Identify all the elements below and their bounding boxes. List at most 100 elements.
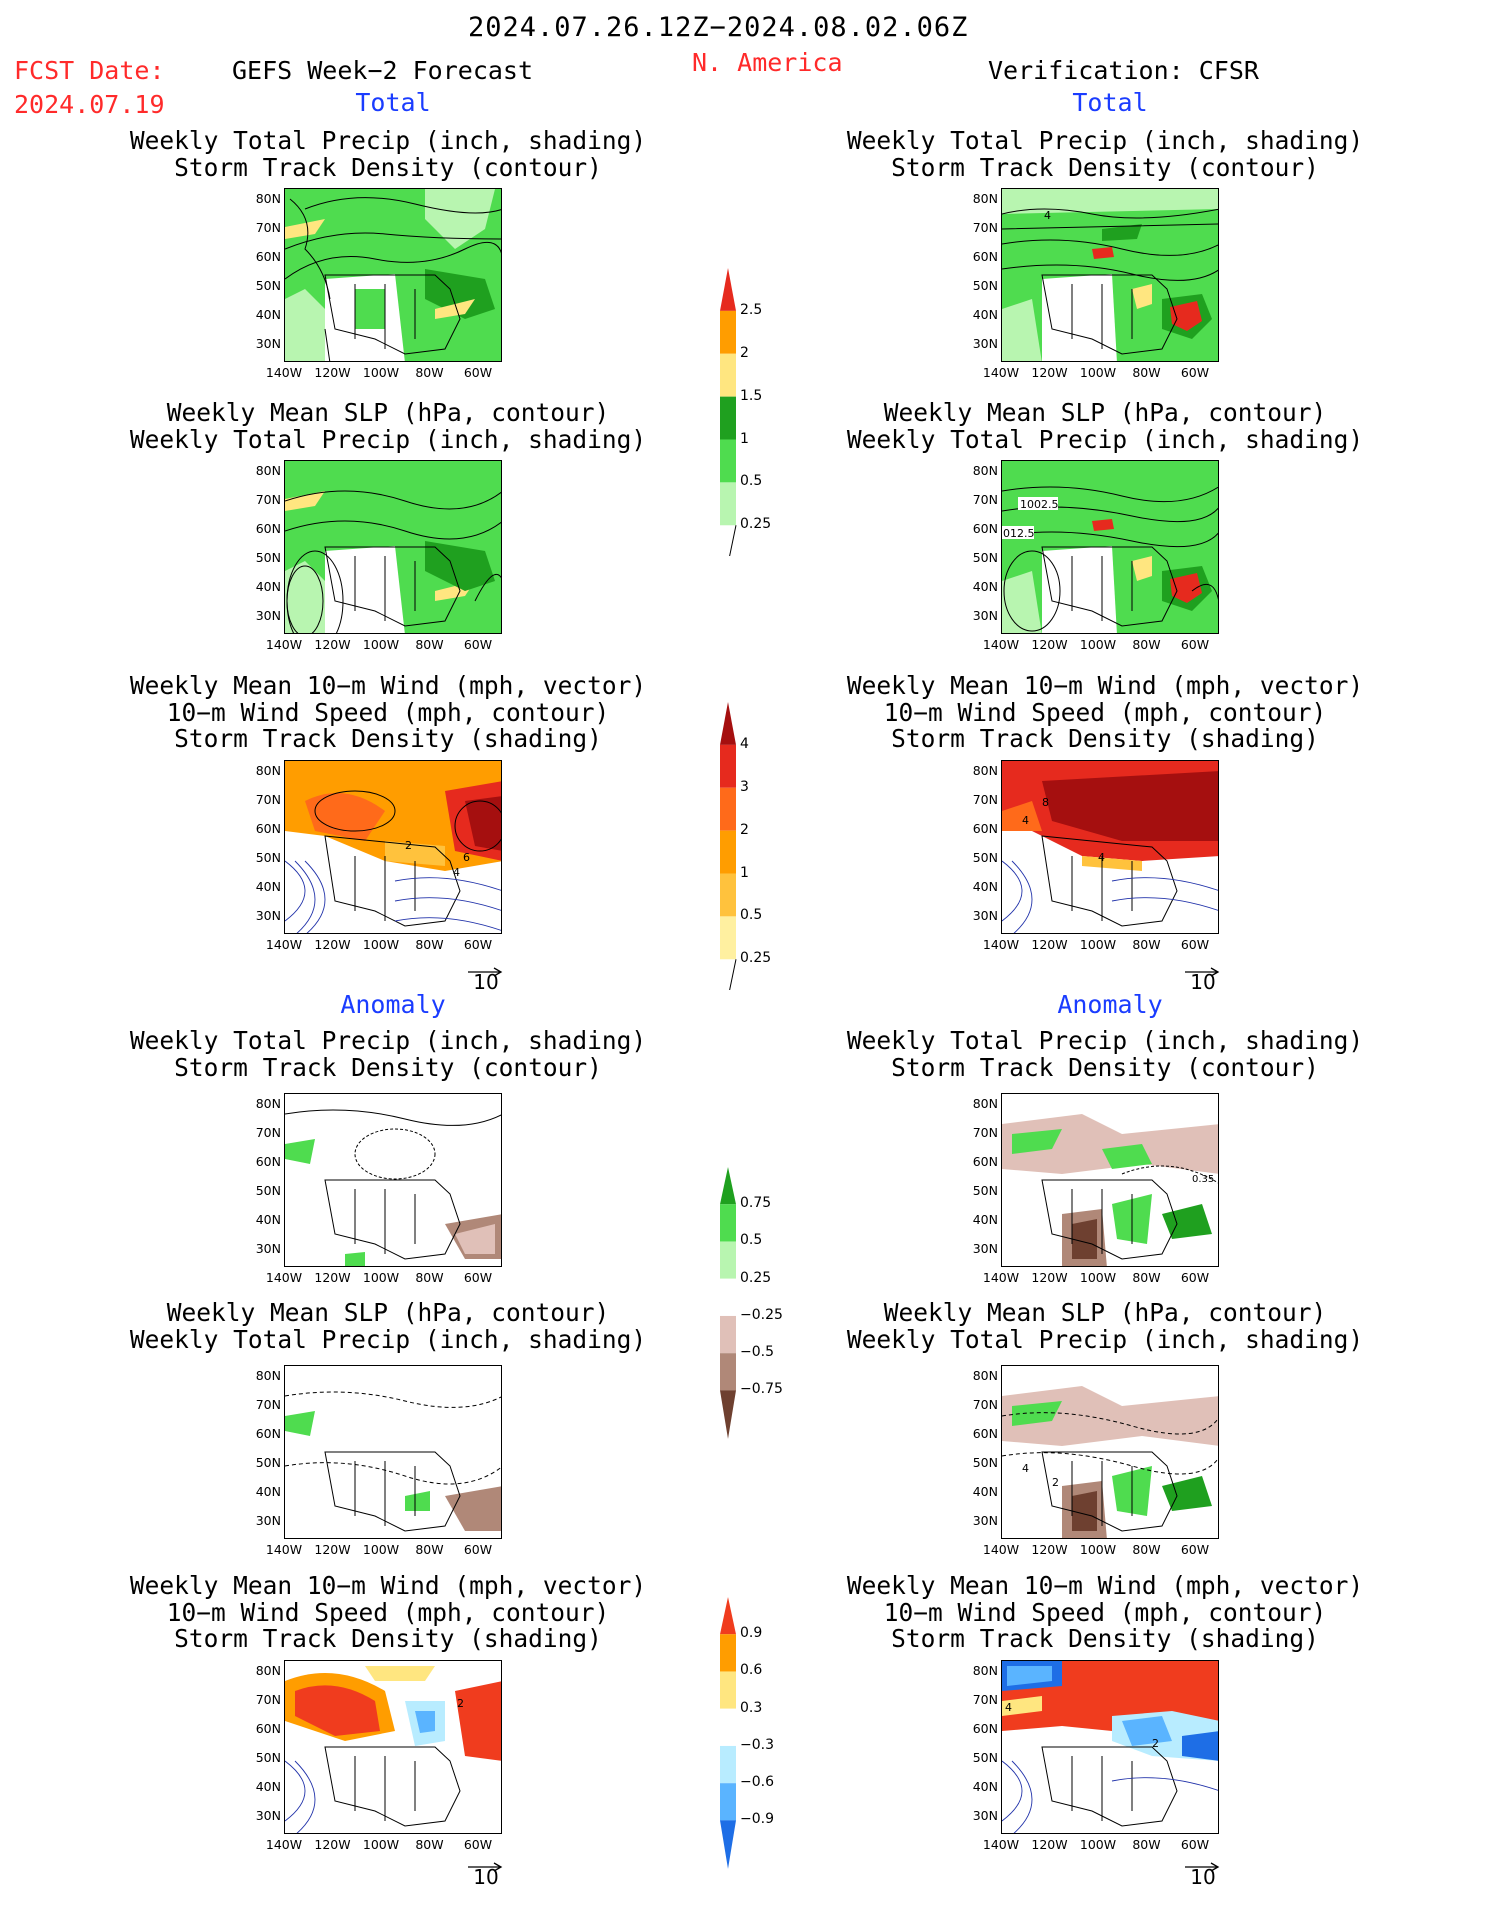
fcst-date-value: 2024.07.19 — [14, 90, 165, 119]
lon-tick-label: 60W — [1180, 1270, 1210, 1285]
lon-tick-label: 80W — [1132, 637, 1161, 652]
lat-tick-label: 60N — [255, 521, 281, 536]
lat-tick-label: 30N — [972, 908, 998, 923]
colorbar-storm-total: 4 3 2 1 0.5 0.25 — [718, 700, 771, 998]
arrow-right-icon — [1185, 1862, 1220, 1872]
colorbar-label: 0.6 — [740, 1662, 763, 1679]
lat-tick-label: 80N — [255, 191, 281, 206]
colorbar-label: 0.5 — [740, 473, 763, 490]
lat-tick-label: 60N — [972, 1426, 998, 1441]
lat-tick-label: 30N — [255, 1241, 281, 1256]
colorbar-segment — [720, 1315, 736, 1354]
lat-tick-label: 30N — [972, 336, 998, 351]
lat-tick-label: 50N — [255, 1750, 281, 1765]
panel-title-r5-right: Weekly Mean SLP (hPa, contour) Weekly To… — [846, 1298, 1364, 1354]
colorbar-segment — [720, 1634, 736, 1672]
lat-tick-label: 60N — [255, 821, 281, 836]
colorbar-label: 0.5 — [740, 1232, 763, 1249]
lon-tick-label: 80W — [415, 637, 444, 652]
colorbar-segment — [720, 1390, 736, 1439]
lat-tick-label: 80N — [972, 1096, 998, 1111]
lon-tick-label: 140W — [265, 1837, 303, 1852]
colorbar-segment — [720, 310, 736, 354]
colorbar-segment — [720, 1820, 736, 1869]
lat-tick-label: 80N — [255, 463, 281, 478]
contour-label: 0.35 — [1192, 1174, 1214, 1185]
vector-ref-label: 10 — [1190, 1865, 1216, 1889]
panel-title-r6-right: Weekly Mean 10−m Wind (mph, vector) 10−m… — [846, 1571, 1364, 1653]
panel-title-r4-right: Weekly Total Precip (inch, shading) Stor… — [846, 1026, 1364, 1082]
map-r2-right-slp-total: 1002.5 012.5 — [1001, 460, 1219, 634]
panel-title-r4-left: Weekly Total Precip (inch, shading) Stor… — [129, 1026, 647, 1082]
map-r1-right-precip-total: 4 — [1001, 188, 1219, 362]
lat-tick-label: 50N — [972, 850, 998, 865]
colorbar-segment — [720, 353, 736, 397]
colorbar-storm-anom: 0.9 0.6 0.3 −0.3 −0.6 −0.9 — [718, 1595, 774, 1889]
colorbar-label: 0.5 — [740, 907, 763, 924]
lat-tick-label: 30N — [255, 908, 281, 923]
contour-label: 1002.5 — [1020, 498, 1059, 511]
lon-tick-label: 120W — [1031, 637, 1068, 652]
fcst-date-label: FCST Date: — [14, 56, 165, 85]
map-r4-right-precip-anom: 0.35 — [1001, 1093, 1219, 1267]
lon-tick-label: 60W — [463, 365, 493, 380]
lat-tick-label: 60N — [255, 1154, 281, 1169]
map-r5-left-slp-anom — [284, 1365, 502, 1539]
lat-tick-label: 80N — [972, 1663, 998, 1678]
lon-tick-label: 60W — [1180, 937, 1210, 952]
colorbar-label: 0.25 — [740, 1269, 772, 1286]
lat-tick-label: 70N — [972, 1397, 998, 1412]
colorbar-segment — [720, 1671, 736, 1709]
lat-tick-label: 40N — [255, 1484, 281, 1499]
colorbar-segment — [720, 268, 736, 311]
lon-tick-label: 120W — [314, 637, 351, 652]
lat-tick-label: 30N — [972, 608, 998, 623]
lat-tick-label: 40N — [255, 579, 281, 594]
lon-tick-label: 80W — [415, 1270, 444, 1285]
lat-tick-label: 40N — [972, 579, 998, 594]
lat-tick-label: 40N — [972, 1779, 998, 1794]
colorbar-segment — [720, 1353, 736, 1391]
lon-tick-label: 100W — [362, 1542, 400, 1557]
lat-tick-label: 70N — [255, 1397, 281, 1412]
lat-tick-label: 60N — [972, 1721, 998, 1736]
lat-tick-label: 30N — [255, 336, 281, 351]
lat-tick-label: 80N — [255, 1368, 281, 1383]
contour-label: 4 — [1022, 1462, 1029, 1475]
colorbar-segment — [720, 1278, 736, 1316]
vector-ref-label: 10 — [473, 970, 499, 994]
lat-tick-label: 60N — [972, 521, 998, 536]
lat-tick-label: 70N — [255, 792, 281, 807]
colorbar-segment — [720, 1597, 736, 1635]
lat-tick-label: 70N — [972, 492, 998, 507]
lat-tick-label: 70N — [972, 220, 998, 235]
lat-tick-label: 60N — [972, 821, 998, 836]
contour-label: 012.5 — [1003, 527, 1035, 540]
colorbar-precip-total: 2.5 2 1.5 1 0.5 0.25 — [718, 266, 771, 564]
lat-tick-label: 60N — [255, 249, 281, 264]
colorbar-label: −0.6 — [740, 1774, 774, 1791]
lat-tick-label: 80N — [972, 191, 998, 206]
lon-tick-label: 140W — [982, 365, 1020, 380]
colorbar-segment — [720, 702, 736, 745]
lon-tick-label: 140W — [982, 937, 1020, 952]
lat-tick-label: 80N — [972, 463, 998, 478]
lon-tick-label: 80W — [1132, 937, 1161, 952]
lat-tick-label: 70N — [255, 492, 281, 507]
lon-tick-label: 80W — [415, 365, 444, 380]
lat-tick-label: 80N — [972, 1368, 998, 1383]
map-r6-left-wind-anom: 2 — [284, 1660, 502, 1834]
lon-tick-label: 120W — [1031, 1270, 1068, 1285]
lat-tick-label: 40N — [255, 1779, 281, 1794]
colorbar-label: 0.75 — [740, 1195, 772, 1212]
colorbar-label: −0.75 — [740, 1381, 783, 1398]
panel-title-r3-right: Weekly Mean 10−m Wind (mph, vector) 10−m… — [846, 671, 1364, 753]
lon-tick-label: 100W — [1079, 1837, 1117, 1852]
colorbar-segment — [720, 396, 736, 440]
lat-tick-label: 40N — [972, 1212, 998, 1227]
section-total-right: Total — [1072, 88, 1148, 117]
lon-tick-label: 60W — [1180, 365, 1210, 380]
colorbar-segment — [720, 1167, 736, 1205]
lat-tick-label: 30N — [972, 1241, 998, 1256]
lat-tick-label: 40N — [972, 307, 998, 322]
